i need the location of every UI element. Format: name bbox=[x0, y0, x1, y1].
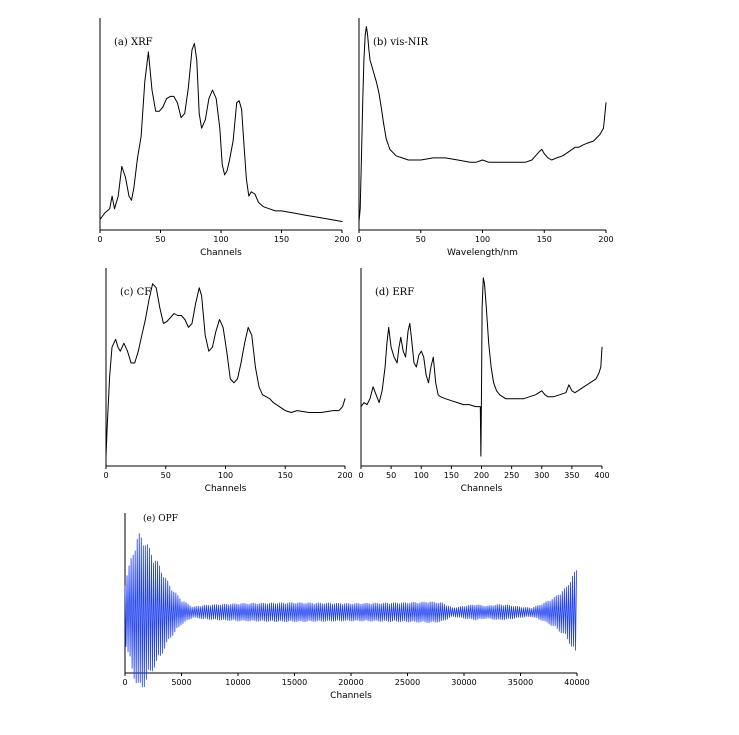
x-tick-label: 15000 bbox=[282, 678, 307, 687]
x-tick-label: 250 bbox=[504, 471, 519, 480]
x-tick-label: 0 bbox=[97, 235, 102, 244]
x-tick-label: 100 bbox=[218, 471, 233, 480]
x-tick-label: 100 bbox=[414, 471, 429, 480]
x-tick-label: 30000 bbox=[451, 678, 476, 687]
x-axis-label: Wavelength/nm bbox=[447, 248, 518, 258]
panel-title: (a) XRF bbox=[114, 37, 153, 48]
x-tick-label: 100 bbox=[213, 235, 228, 244]
x-tick-label: 25000 bbox=[395, 678, 420, 687]
x-tick-label: 150 bbox=[278, 471, 293, 480]
x-axis-label: Channels bbox=[461, 484, 503, 494]
x-axis-label: Channels bbox=[330, 691, 372, 701]
x-tick-label: 200 bbox=[337, 471, 352, 480]
series-line bbox=[358, 26, 607, 222]
series-line bbox=[124, 533, 577, 688]
x-tick-label: 350 bbox=[564, 471, 579, 480]
x-tick-label: 150 bbox=[537, 235, 552, 244]
x-tick-label: 300 bbox=[534, 471, 549, 480]
panel-visnir: (b) vis-NIR 0 50 100 150 200 Wavelength/nm bbox=[356, 18, 614, 258]
x-tick-label: 50 bbox=[386, 471, 396, 480]
series-line bbox=[105, 283, 346, 457]
x-tick-label: 0 bbox=[103, 471, 108, 480]
x-tick-label: 0 bbox=[356, 235, 361, 244]
x-tick-label: 0 bbox=[358, 471, 363, 480]
x-tick-label: 20000 bbox=[338, 678, 363, 687]
x-tick-label: 200 bbox=[474, 471, 489, 480]
x-tick-label: 400 bbox=[594, 471, 609, 480]
series-line bbox=[360, 277, 603, 457]
x-tick-label: 50 bbox=[161, 471, 171, 480]
panel-cf: (c) CF 0 50 100 150 200 Channels bbox=[103, 268, 353, 494]
panel-xrf: (a) XRF 0 50 100 150 200 Channels bbox=[97, 18, 350, 258]
x-tick-label: 50 bbox=[155, 235, 165, 244]
panel-title: (d) ERF bbox=[375, 287, 414, 298]
panel-opf: (e) OPF 0 5000 10000 15000 20000 25000 30000 350… bbox=[122, 513, 590, 701]
x-tick-label: 150 bbox=[274, 235, 289, 244]
x-tick-label: 35000 bbox=[508, 678, 533, 687]
x-axis-label: Channels bbox=[205, 484, 247, 494]
x-tick-label: 5000 bbox=[171, 678, 191, 687]
panel-title: (c) CF bbox=[120, 287, 151, 298]
x-tick-label: 50 bbox=[416, 235, 426, 244]
panel-erf: (d) ERF 0 50 100 150 200 250 300 350 400 Channels bbox=[358, 268, 610, 494]
x-tick-label: 10000 bbox=[225, 678, 250, 687]
x-tick-label: 100 bbox=[475, 235, 490, 244]
x-tick-label: 200 bbox=[598, 235, 613, 244]
series-line bbox=[99, 42, 343, 222]
panel-title: (b) vis-NIR bbox=[373, 37, 428, 48]
x-tick-label: 0 bbox=[122, 678, 127, 687]
x-axis-label: Channels bbox=[200, 248, 242, 258]
x-tick-label: 150 bbox=[444, 471, 459, 480]
x-tick-label: 40000 bbox=[564, 678, 589, 687]
x-tick-label: 200 bbox=[334, 235, 349, 244]
panel-title: (e) OPF bbox=[143, 513, 178, 524]
